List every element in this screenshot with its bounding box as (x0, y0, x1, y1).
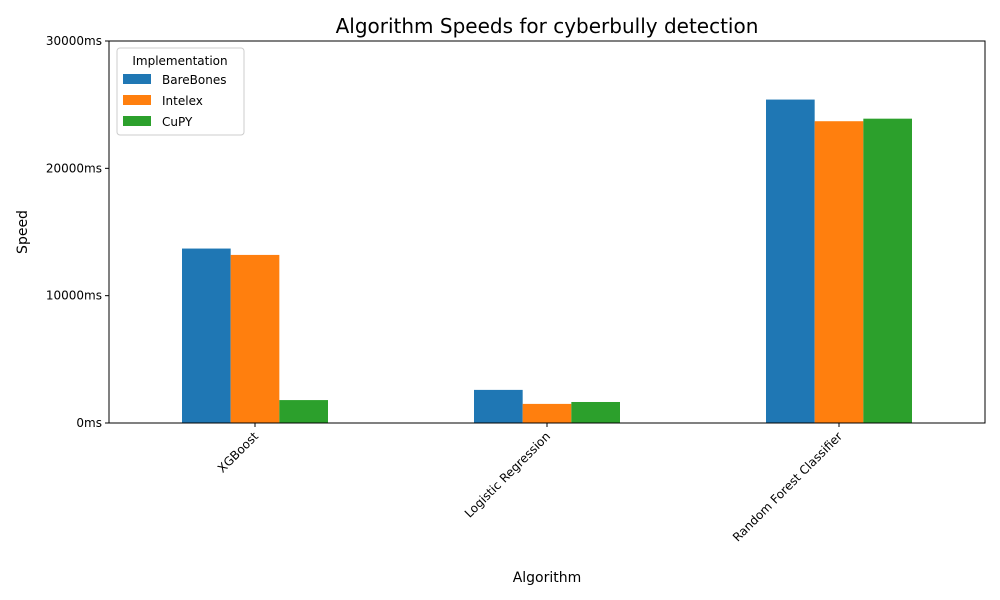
bars-group (182, 99, 912, 424)
legend-box (116, 47, 245, 136)
bar-cupy-2 (863, 118, 912, 424)
legend-label-intelex: Intelex (162, 94, 203, 108)
bar-cupy-0 (279, 400, 328, 423)
bar-intelex-1 (522, 403, 572, 423)
y-axis-label: Speed (15, 210, 31, 254)
legend-swatch-intelex (123, 95, 151, 105)
plot-frame (108, 40, 986, 424)
bar-intelex-0 (230, 254, 280, 423)
bar-barebones-1 (474, 389, 523, 423)
y-tick-label: 0ms (76, 416, 102, 430)
legend-label-barebones: BareBones (162, 73, 226, 87)
legend-title: Implementation (132, 54, 227, 68)
legend-swatch-barebones (123, 74, 151, 84)
bar-cupy-1 (571, 401, 620, 423)
y-tick-label: 30000ms (46, 34, 102, 48)
chart-title: Algorithm Speeds for cyberbully detectio… (336, 14, 759, 38)
y-tick-label: 20000ms (46, 161, 102, 175)
y-axis-ticks: 0ms 10000ms 20000ms 30000ms (46, 34, 109, 430)
bar-barebones-2 (766, 99, 815, 423)
legend: Implementation BareBones Intelex CuPY (116, 47, 245, 136)
bar-intelex-2 (814, 121, 864, 423)
legend-swatch-cupy (123, 116, 151, 126)
y-tick-label: 10000ms (46, 289, 102, 303)
x-axis-label: Algorithm (513, 570, 582, 586)
legend-label-cupy: CuPY (162, 115, 193, 129)
bar-barebones-0 (182, 248, 231, 423)
